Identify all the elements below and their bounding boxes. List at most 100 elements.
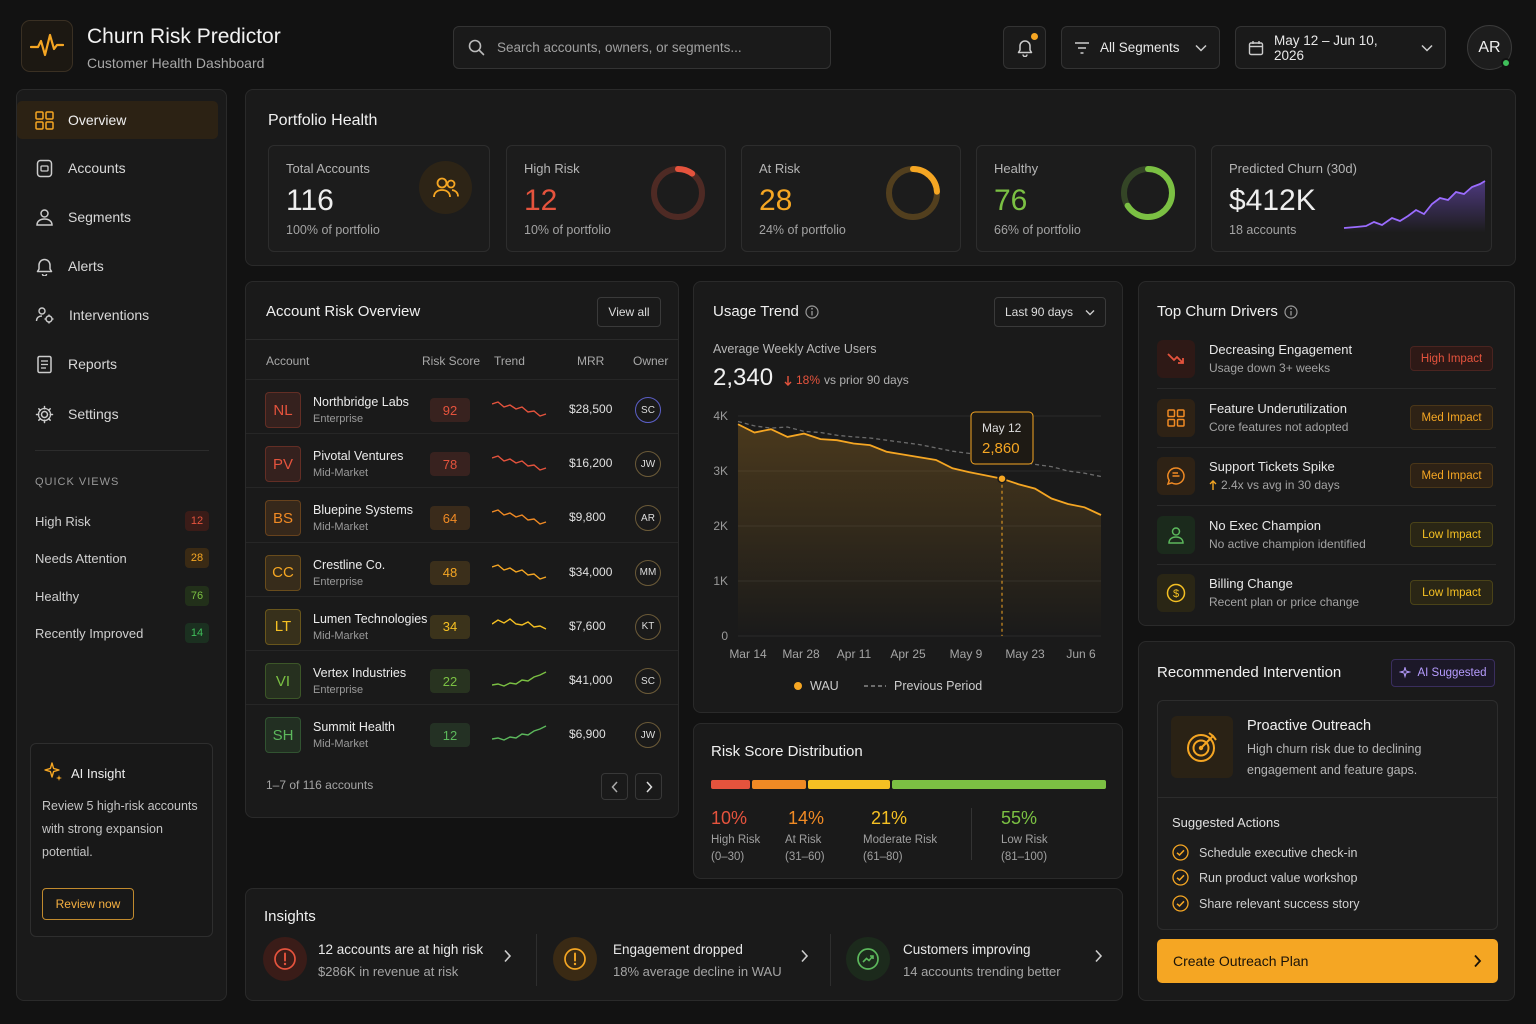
- insights-title: Insights: [264, 908, 316, 925]
- quick-view-count: 28: [185, 548, 209, 568]
- kpi-high-risk[interactable]: High Risk 12 10% of portfolio: [506, 145, 726, 252]
- chevron-right-icon: [504, 949, 512, 963]
- alert-circle-icon: [263, 937, 307, 981]
- metric-value: 2,340: [713, 364, 774, 391]
- kpi-total-accounts[interactable]: Total Accounts 116 100% of portfolio: [268, 145, 490, 252]
- action-item[interactable]: Share relevant success story: [1172, 895, 1360, 912]
- column-header-owner[interactable]: Owner: [633, 354, 669, 368]
- action-item[interactable]: Run product value workshop: [1172, 869, 1357, 886]
- owner-avatar[interactable]: AR: [635, 505, 661, 532]
- table-row[interactable]: PV Pivotal Ventures Mid-Market 78 $16,20…: [246, 433, 678, 487]
- online-status-dot: [1501, 58, 1511, 68]
- owner-avatar[interactable]: KT: [635, 613, 661, 640]
- account-avatar: PV: [265, 446, 301, 483]
- avatar-initials: AR: [1478, 38, 1501, 56]
- column-header-risk-score[interactable]: Risk Score: [422, 354, 481, 368]
- kpi-healthy[interactable]: Healthy 76 66% of portfolio: [976, 145, 1196, 252]
- driver-title: Support Tickets Spike: [1209, 459, 1335, 474]
- driver-billing-change[interactable]: $ Billing Change Recent plan or price ch…: [1139, 564, 1514, 622]
- previous-page-button[interactable]: [601, 773, 628, 800]
- account-name[interactable]: Lumen Technologies: [313, 611, 428, 626]
- sidebar-item-label: Interventions: [69, 307, 150, 323]
- bucket-range: (61–80): [863, 851, 903, 863]
- owner-avatar[interactable]: MM: [635, 559, 661, 586]
- column-header-trend[interactable]: Trend: [494, 354, 525, 368]
- sidebar-item-settings[interactable]: Settings: [17, 395, 218, 433]
- quick-view-recently-improved[interactable]: Recently Improved 14: [35, 623, 209, 643]
- kpi-at-risk[interactable]: At Risk 28 24% of portfolio: [741, 145, 961, 252]
- owner-avatar[interactable]: JW: [635, 722, 661, 749]
- table-row[interactable]: BS Bluepine Systems Mid-Market 64 $9,800…: [246, 487, 678, 541]
- action-item[interactable]: Schedule executive check-in: [1172, 844, 1357, 861]
- quick-view-needs-attention[interactable]: Needs Attention 28: [35, 548, 209, 568]
- table-row[interactable]: SH Summit Health Mid-Market 12 $6,900 JW: [246, 704, 678, 758]
- quick-view-healthy[interactable]: Healthy 76: [35, 586, 209, 606]
- next-page-button[interactable]: [635, 773, 662, 800]
- create-outreach-plan-button[interactable]: Create Outreach Plan: [1157, 939, 1498, 983]
- y-tick-label: 1K: [713, 574, 728, 588]
- insight-improving[interactable]: Customers improving 14 accounts trending…: [831, 889, 1123, 1002]
- svg-text:$: $: [1173, 588, 1179, 600]
- sidebar-item-interventions[interactable]: Interventions: [17, 296, 218, 334]
- risk-score-badge: 64: [430, 506, 470, 531]
- owner-avatar[interactable]: JW: [635, 451, 661, 478]
- insight-high-risk[interactable]: 12 accounts are at high risk $286K in re…: [246, 889, 536, 1002]
- driver-no-exec-champion[interactable]: No Exec Champion No active champion iden…: [1139, 506, 1514, 564]
- notifications-button[interactable]: [1003, 26, 1046, 69]
- account-name[interactable]: Northbridge Labs: [313, 395, 409, 409]
- search-box[interactable]: [453, 26, 831, 69]
- drivers-title: Top Churn Drivers: [1157, 303, 1278, 320]
- info-icon[interactable]: [805, 305, 819, 319]
- owner-avatar[interactable]: SC: [635, 668, 661, 694]
- table-row[interactable]: LT Lumen Technologies Mid-Market 34 $7,6…: [246, 595, 678, 650]
- driver-feature-underutilization[interactable]: Feature Underutilization Core features n…: [1139, 389, 1514, 447]
- quick-view-high-risk[interactable]: High Risk 12: [35, 511, 209, 531]
- date-range-picker[interactable]: May 12 – Jun 10, 2026: [1235, 26, 1446, 69]
- insight-sub: $286K in revenue at risk: [318, 964, 459, 979]
- range-dropdown[interactable]: Last 90 days: [994, 297, 1106, 327]
- quick-view-count: 76: [185, 586, 209, 606]
- account-name[interactable]: Summit Health: [313, 720, 395, 735]
- driver-decreasing-engagement[interactable]: Decreasing Engagement Usage down 3+ week…: [1139, 330, 1514, 388]
- table-row[interactable]: CC Crestline Co. Enterprise 48 $34,000 M…: [246, 541, 678, 596]
- account-name[interactable]: Bluepine Systems: [313, 503, 414, 518]
- cta-label: Create Outreach Plan: [1173, 953, 1309, 969]
- kpi-predicted-churn[interactable]: Predicted Churn (30d) $412K 18 accounts: [1211, 145, 1492, 252]
- sidebar-item-overview[interactable]: Overview: [17, 101, 218, 139]
- info-icon[interactable]: [1284, 305, 1298, 319]
- usage-line-chart[interactable]: 0 1K 2K 3K 4K Mar 14 Mar 28 Apr 11 Apr 25 May 9 Ma…: [694, 402, 1122, 667]
- table-row[interactable]: VI Vertex Industries Enterprise 22 $41,0…: [246, 650, 678, 704]
- sidebar-item-reports[interactable]: Reports: [17, 345, 218, 383]
- driver-sub-row: 2.4x vs avg in 30 days: [1209, 478, 1340, 492]
- x-tick-label: Apr 11: [837, 647, 872, 661]
- sidebar-item-label: Overview: [68, 112, 127, 128]
- legend-previous-period: Previous Period: [864, 679, 982, 693]
- ai-insight-panel: AI Insight Review 5 high-risk accounts w…: [30, 743, 213, 937]
- segment-filter-dropdown[interactable]: All Segments: [1061, 26, 1220, 69]
- view-all-button[interactable]: View all: [597, 297, 661, 327]
- table-row[interactable]: NL Northbridge Labs Enterprise 92 $28,50…: [246, 379, 678, 433]
- impact-badge: Med Impact: [1410, 463, 1493, 488]
- review-now-button[interactable]: Review now: [42, 888, 134, 920]
- search-input[interactable]: [497, 40, 797, 55]
- user-avatar[interactable]: AR: [1467, 25, 1512, 70]
- owner-avatar[interactable]: SC: [635, 397, 661, 423]
- insight-engagement[interactable]: Engagement dropped 18% average decline i…: [537, 889, 830, 1002]
- risk-score-badge: 48: [430, 560, 470, 585]
- bucket-label: Low Risk: [1001, 834, 1048, 846]
- account-name[interactable]: Crestline Co.: [313, 557, 386, 572]
- quick-view-count: 14: [185, 623, 209, 643]
- column-header-mrr[interactable]: MRR: [577, 354, 605, 368]
- sidebar-item-accounts[interactable]: Accounts: [17, 149, 218, 187]
- driver-support-tickets-spike[interactable]: Support Tickets Spike 2.4x vs avg in 30 …: [1139, 447, 1514, 505]
- account-name[interactable]: Pivotal Ventures: [313, 449, 404, 464]
- sparkle-icon: [44, 762, 62, 781]
- sidebar-item-segments[interactable]: Segments: [17, 198, 218, 236]
- account-name[interactable]: Vertex Industries: [313, 666, 407, 680]
- intervention-headline: Proactive Outreach: [1247, 718, 1372, 734]
- column-header-account[interactable]: Account: [266, 354, 310, 368]
- chevron-left-icon: [610, 780, 618, 793]
- wau-area: [738, 424, 1101, 636]
- sidebar-item-alerts[interactable]: Alerts: [17, 247, 218, 285]
- account-segment: Enterprise: [313, 413, 364, 425]
